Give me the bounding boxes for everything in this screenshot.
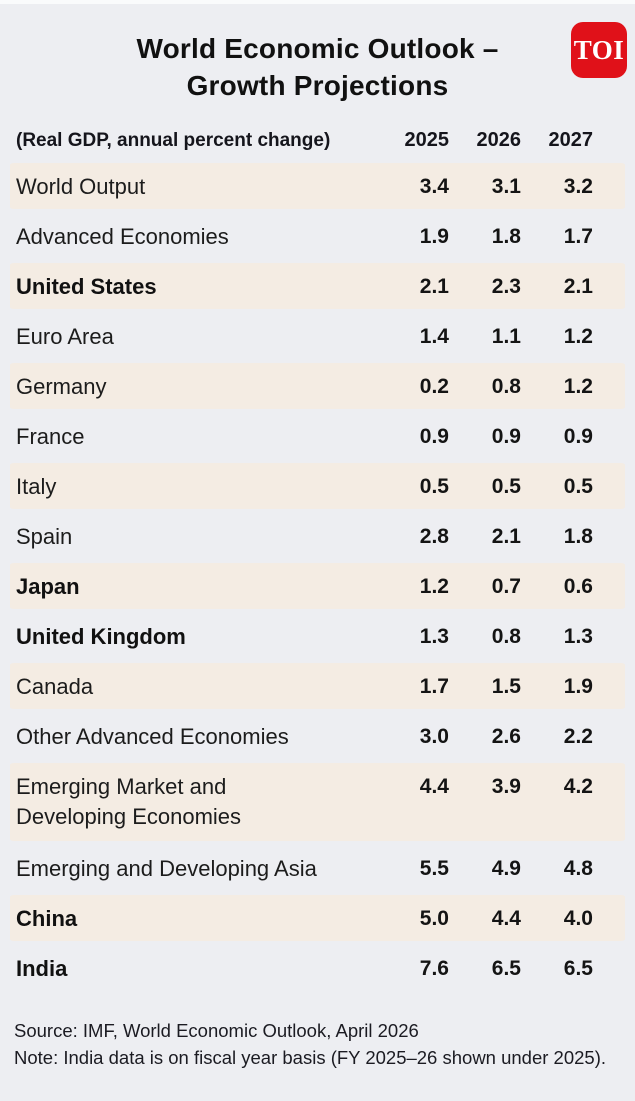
row-label: United Kingdom bbox=[16, 624, 186, 649]
table-row: United Kingdom 1.3 0.8 1.3 bbox=[10, 611, 625, 661]
row-label: Emerging and Developing Asia bbox=[16, 856, 317, 881]
value-2026: 0.7 bbox=[491, 575, 521, 598]
page-title-line2: Growth Projections bbox=[186, 70, 449, 101]
table-body: World Output 3.4 3.1 3.2 Advanced Econom… bbox=[10, 161, 625, 993]
table-row: Emerging Market and Developing Economies… bbox=[10, 761, 625, 843]
value-2027: 0.5 bbox=[563, 475, 593, 498]
value-2027: 2.2 bbox=[563, 725, 593, 748]
row-label: Japan bbox=[16, 574, 80, 599]
row-label: Emerging Market and Developing Economies bbox=[16, 774, 242, 829]
table-row: China 5.0 4.4 4.0 bbox=[10, 893, 625, 943]
row-label: Italy bbox=[16, 474, 57, 499]
value-2026: 4.4 bbox=[491, 907, 521, 930]
value-2027: 3.2 bbox=[563, 175, 593, 198]
value-2026: 2.6 bbox=[491, 725, 521, 748]
value-2026: 0.8 bbox=[491, 625, 521, 648]
value-2025: 3.0 bbox=[419, 725, 449, 748]
value-2025: 1.2 bbox=[419, 575, 449, 598]
row-label: Germany bbox=[16, 374, 107, 399]
table-caption: (Real GDP, annual percent change) bbox=[16, 130, 331, 151]
value-2025: 3.4 bbox=[419, 175, 449, 198]
row-label: India bbox=[16, 956, 68, 981]
value-2025: 1.3 bbox=[419, 625, 449, 648]
value-2026: 0.9 bbox=[491, 425, 521, 448]
value-2025: 0.9 bbox=[419, 425, 449, 448]
table-row: Spain 2.8 2.1 1.8 bbox=[10, 511, 625, 561]
value-2027: 1.9 bbox=[563, 675, 593, 698]
value-2026: 2.3 bbox=[491, 275, 521, 298]
table-row: India 7.6 6.5 6.5 bbox=[10, 943, 625, 993]
value-2027: 4.8 bbox=[563, 857, 593, 880]
value-2027: 0.9 bbox=[563, 425, 593, 448]
value-2027: 4.0 bbox=[563, 907, 593, 930]
value-2025: 5.5 bbox=[419, 857, 449, 880]
table-row: World Output 3.4 3.1 3.2 bbox=[10, 161, 625, 211]
value-2027: 1.2 bbox=[563, 325, 593, 348]
row-label: Spain bbox=[16, 524, 73, 549]
table-row: France 0.9 0.9 0.9 bbox=[10, 411, 625, 461]
table-row: Germany 0.2 0.8 1.2 bbox=[10, 361, 625, 411]
table-row: United States 2.1 2.3 2.1 bbox=[10, 261, 625, 311]
value-2025: 0.2 bbox=[419, 375, 449, 398]
value-2027: 0.6 bbox=[563, 575, 593, 598]
value-2027: 1.8 bbox=[563, 525, 593, 548]
row-label: Canada bbox=[16, 674, 94, 699]
value-2025: 5.0 bbox=[419, 907, 449, 930]
value-2026: 2.1 bbox=[491, 525, 521, 548]
table-row: Emerging and Developing Asia 5.5 4.9 4.8 bbox=[10, 843, 625, 893]
value-2025: 0.5 bbox=[419, 475, 449, 498]
row-label: United States bbox=[16, 274, 157, 299]
value-2025: 1.7 bbox=[419, 675, 449, 698]
value-2026: 1.8 bbox=[491, 225, 521, 248]
value-2027: 2.1 bbox=[563, 275, 593, 298]
row-label: Euro Area bbox=[16, 324, 114, 349]
value-2025: 2.1 bbox=[419, 275, 449, 298]
value-2027: 6.5 bbox=[563, 957, 593, 980]
source-text: Source: IMF, World Economic Outlook, Apr… bbox=[14, 1020, 419, 1041]
value-2026: 6.5 bbox=[491, 957, 521, 980]
row-label: China bbox=[16, 906, 78, 931]
row-label: World Output bbox=[16, 174, 146, 199]
value-2025: 1.9 bbox=[419, 225, 449, 248]
table-row: Italy 0.5 0.5 0.5 bbox=[10, 461, 625, 511]
column-header-2026: 2026 bbox=[476, 129, 522, 151]
value-2025: 2.8 bbox=[419, 525, 449, 548]
table-row: Canada 1.7 1.5 1.9 bbox=[10, 661, 625, 711]
row-label: France bbox=[16, 424, 85, 449]
value-2026: 0.8 bbox=[491, 375, 521, 398]
column-header-2025: 2025 bbox=[404, 129, 450, 151]
note-text: Note: India data is on fiscal year basis… bbox=[14, 1047, 607, 1068]
top-strip bbox=[0, 0, 635, 4]
toi-logo: TOI bbox=[571, 22, 627, 78]
value-2027: 1.2 bbox=[563, 375, 593, 398]
value-2026: 1.1 bbox=[491, 325, 521, 348]
column-header-2027: 2027 bbox=[548, 129, 594, 151]
value-2025: 7.6 bbox=[419, 957, 449, 980]
value-2026: 4.9 bbox=[491, 857, 521, 880]
value-2025: 1.4 bbox=[419, 325, 449, 348]
row-label: Advanced Economies bbox=[16, 224, 229, 249]
value-2026: 0.5 bbox=[491, 475, 521, 498]
row-label: Other Advanced Economies bbox=[16, 724, 289, 749]
value-2027: 4.2 bbox=[563, 775, 593, 798]
table-row: Euro Area 1.4 1.1 1.2 bbox=[10, 311, 625, 361]
value-2025: 4.4 bbox=[419, 775, 449, 798]
value-2027: 1.7 bbox=[563, 225, 593, 248]
footer: Source: IMF, World Economic Outlook, Apr… bbox=[14, 1017, 621, 1071]
page-title: World Economic Outlook – Growth Projecti… bbox=[0, 4, 635, 104]
table-row: Other Advanced Economies 3.0 2.6 2.2 bbox=[10, 711, 625, 761]
table-row: Japan 1.2 0.7 0.6 bbox=[10, 561, 625, 611]
page-title-line1: World Economic Outlook – bbox=[136, 33, 499, 64]
table-row: Advanced Economies 1.9 1.8 1.7 bbox=[10, 211, 625, 261]
table-header: (Real GDP, annual percent change) 2025 2… bbox=[10, 129, 625, 152]
value-2026: 1.5 bbox=[491, 675, 521, 698]
value-2027: 1.3 bbox=[563, 625, 593, 648]
value-2026: 3.9 bbox=[491, 775, 521, 798]
value-2026: 3.1 bbox=[491, 175, 521, 198]
